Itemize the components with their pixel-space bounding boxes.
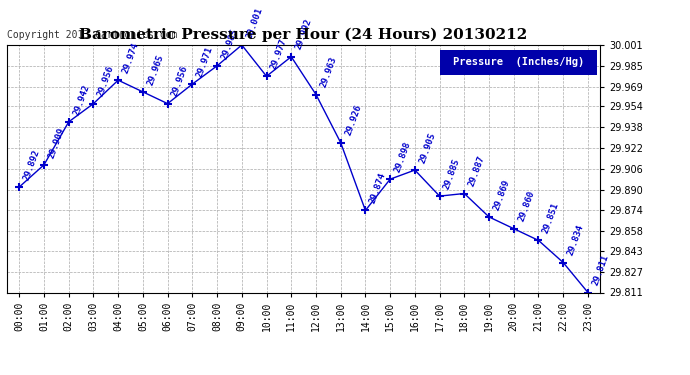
Text: 29.985: 29.985 xyxy=(220,27,239,60)
Text: 29.869: 29.869 xyxy=(492,178,511,212)
Text: 29.885: 29.885 xyxy=(442,157,462,190)
Text: 29.974: 29.974 xyxy=(121,41,141,75)
Text: 29.860: 29.860 xyxy=(517,190,536,223)
Text: 29.926: 29.926 xyxy=(344,104,363,137)
Text: 29.905: 29.905 xyxy=(417,131,437,165)
Text: 29.971: 29.971 xyxy=(195,45,215,78)
Text: 29.992: 29.992 xyxy=(294,18,313,51)
Text: 29.942: 29.942 xyxy=(72,83,91,116)
Text: 29.874: 29.874 xyxy=(368,171,388,205)
Text: 29.811: 29.811 xyxy=(591,254,610,287)
Text: 29.851: 29.851 xyxy=(541,201,561,235)
Text: 29.956: 29.956 xyxy=(96,64,116,98)
Text: 29.892: 29.892 xyxy=(22,148,41,182)
Text: Copyright 2013 Cartronics.com: Copyright 2013 Cartronics.com xyxy=(7,30,177,40)
Text: 29.909: 29.909 xyxy=(47,126,66,159)
Text: 29.898: 29.898 xyxy=(393,140,413,174)
Text: 29.956: 29.956 xyxy=(170,64,190,98)
Text: 29.834: 29.834 xyxy=(566,224,586,257)
Text: 30.001: 30.001 xyxy=(244,6,264,39)
Text: 29.887: 29.887 xyxy=(467,154,486,188)
Title: Barometric Pressure per Hour (24 Hours) 20130212: Barometric Pressure per Hour (24 Hours) … xyxy=(79,28,528,42)
Text: 29.965: 29.965 xyxy=(146,53,165,86)
Text: 29.977: 29.977 xyxy=(269,38,289,71)
Text: 29.963: 29.963 xyxy=(319,56,338,89)
